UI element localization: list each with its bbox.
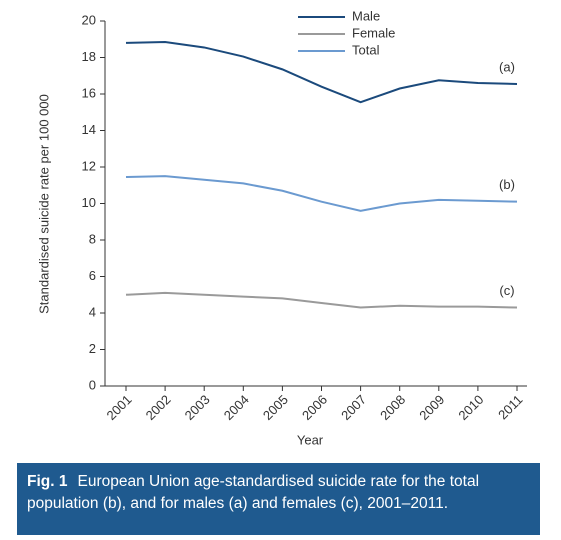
x-tick-label: 2008	[377, 392, 408, 423]
y-tick-label: 4	[89, 304, 96, 319]
y-tick-label: 2	[89, 341, 96, 356]
x-tick-label: 2004	[221, 392, 252, 423]
x-axis-label: Year	[297, 432, 324, 447]
y-tick-label: 12	[82, 158, 96, 173]
x-tick-label: 2001	[103, 392, 134, 423]
caption: Fig. 1 European Union age-standardised su…	[17, 463, 540, 535]
series-line	[125, 40, 518, 104]
y-tick-label: 14	[82, 122, 96, 137]
annotation: (b)	[499, 177, 515, 192]
y-tick-label: 18	[82, 49, 96, 64]
x-tick-label: 2006	[299, 392, 330, 423]
x-tick-label: 2003	[182, 392, 213, 423]
x-tick-label: 2007	[338, 392, 369, 423]
y-tick-label: 0	[89, 377, 96, 392]
y-axis-label: Standardised suicide rate per 100 000	[36, 94, 51, 314]
y-tick-label: 6	[89, 268, 96, 283]
y-tick-label: 16	[82, 85, 96, 100]
chart: Year Standardised suicide rate per 100 0…	[36, 8, 527, 447]
legend-label: Female	[352, 25, 395, 40]
x-tick-label: 2011	[495, 392, 525, 422]
legend-label: Total	[352, 42, 380, 57]
series-line	[125, 175, 518, 212]
legend-label: Male	[352, 8, 380, 23]
annotation: (c)	[499, 283, 514, 298]
caption-label: Fig. 1	[27, 473, 68, 490]
x-tick-label: 2009	[416, 392, 447, 423]
y-tick-label: 8	[89, 231, 96, 246]
x-tick-label: 2010	[455, 392, 486, 423]
y-tick-label: 10	[82, 195, 96, 210]
x-tick-label: 2005	[260, 392, 291, 423]
caption-text: European Union age-standardised suicide …	[27, 473, 480, 512]
y-tick-label: 20	[82, 12, 96, 27]
annotation: (a)	[499, 59, 515, 74]
series-line	[125, 291, 518, 309]
x-tick-label: 2002	[143, 392, 174, 423]
